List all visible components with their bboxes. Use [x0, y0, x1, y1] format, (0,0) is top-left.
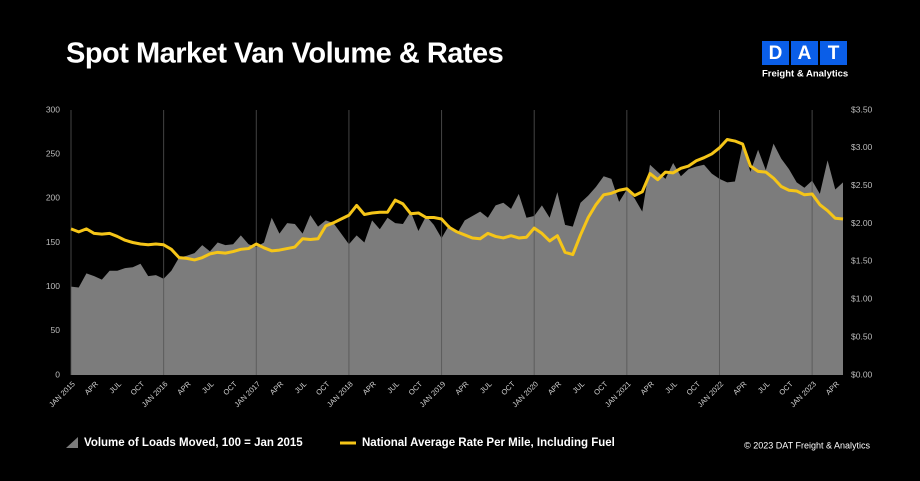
logo-box [762, 41, 789, 65]
y-tick-label: 250 [46, 148, 60, 158]
logo-box [820, 41, 847, 65]
y-tick-label: 200 [46, 193, 60, 203]
y2-tick-label: $0.00 [851, 369, 873, 379]
rate-line [70, 138, 844, 262]
legend-label: Volume of Loads Moved, 100 = Jan 2015 [84, 437, 303, 449]
y-tick-label: 0 [55, 369, 60, 379]
y-tick-label: 150 [46, 237, 60, 247]
y2-tick-label: $1.50 [851, 256, 873, 266]
y-tick-label: 100 [46, 281, 60, 291]
logo-letter: A [798, 43, 812, 64]
logo-letter: D [769, 43, 783, 64]
logo-letter: T [828, 43, 840, 64]
logo-subtitle: Freight & Analytics [762, 69, 848, 80]
y2-tick-label: $3.00 [851, 142, 873, 152]
chart-title: Spot Market Van Volume & Rates [66, 38, 503, 70]
legend: Volume of Loads Moved, 100 = Jan 2015 Nat… [66, 437, 615, 449]
y2-tick-label: $0.50 [851, 331, 873, 341]
y2-tick-label: $1.00 [851, 294, 873, 304]
y2-tick-label: $3.50 [851, 104, 873, 114]
legend-swatch [66, 437, 78, 448]
y-tick-label: 50 [51, 325, 61, 335]
y-tick-label: 300 [46, 104, 60, 114]
logo: D A T Freight & Analytics [762, 41, 848, 80]
volume-area [71, 143, 843, 375]
y2-tick-label: $2.00 [851, 218, 873, 228]
logo-box [791, 41, 818, 65]
legend-label: National Average Rate Per Mile, Includin… [362, 437, 615, 449]
copyright: © 2023 DAT Freight & Analytics [744, 440, 870, 450]
y2-tick-label: $2.50 [851, 180, 873, 190]
